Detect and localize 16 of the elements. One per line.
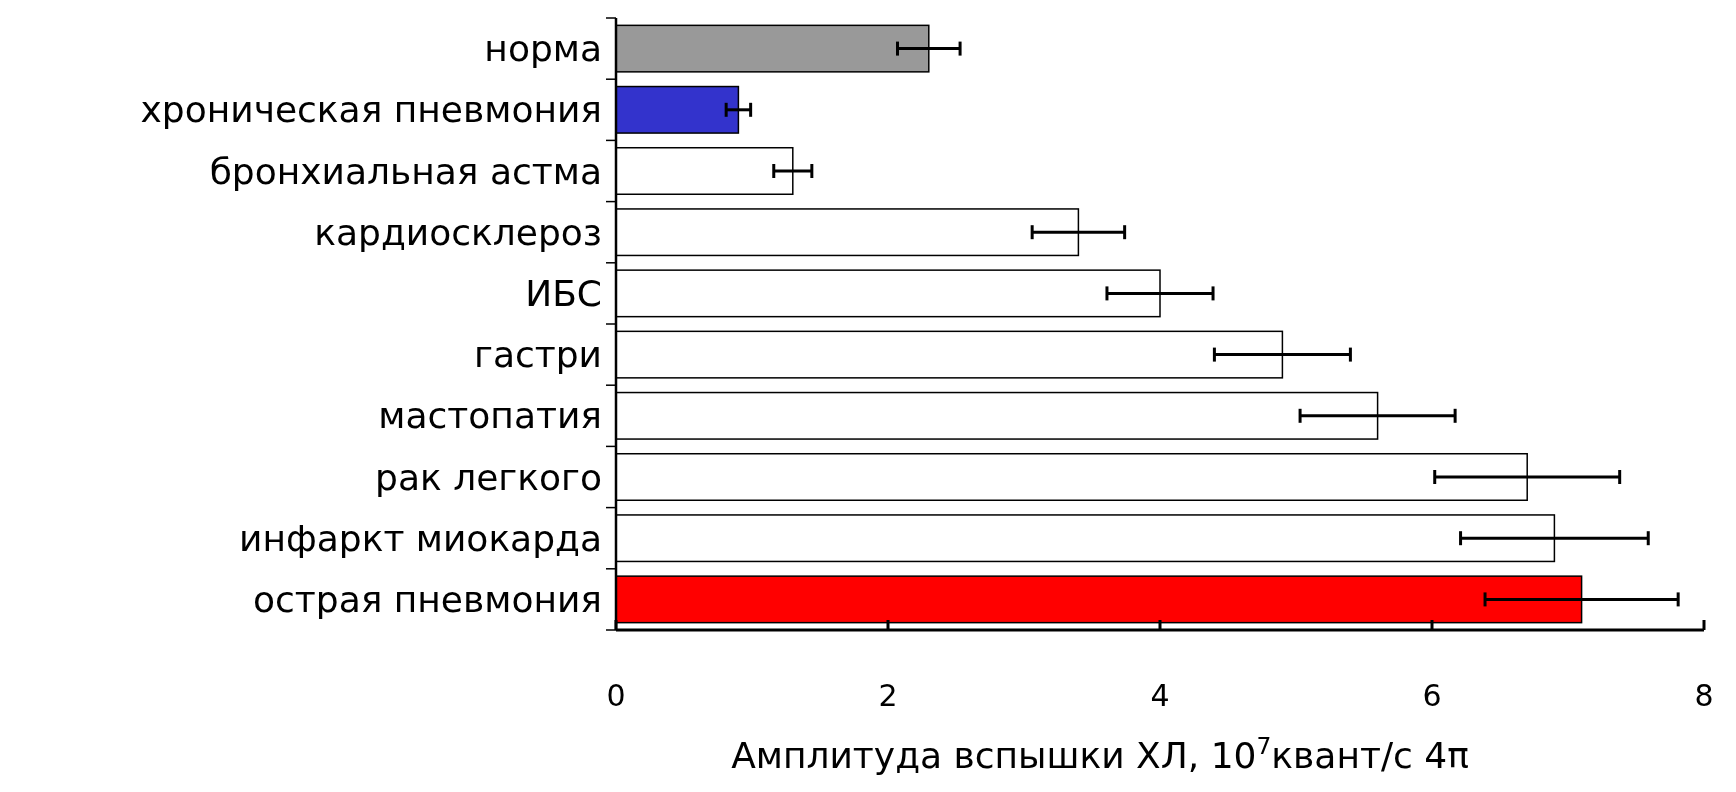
x-tick-label: 2 xyxy=(878,678,898,713)
x-tick-label: 0 xyxy=(606,678,626,713)
y-tick-label: бронхиальная астма xyxy=(209,150,602,192)
y-tick-label: ИБС xyxy=(525,273,602,314)
x-tick-label: 4 xyxy=(1150,678,1170,713)
x-tick-label: 8 xyxy=(1694,678,1714,713)
x-tick-label: 6 xyxy=(1422,678,1442,713)
y-tick-label: острая пневмония xyxy=(252,579,602,620)
y-tick-label: мастопатия xyxy=(378,395,602,437)
y-tick-label: гастри xyxy=(474,334,602,376)
y-tick-label: кардиосклероз xyxy=(314,211,602,253)
y-tick-label: рак легкого xyxy=(375,456,602,498)
y-tick-label: хроническая пневмония xyxy=(140,89,602,131)
y-tick-label: норма xyxy=(484,28,602,70)
y-tick-label: инфаркт миокарда xyxy=(239,517,602,559)
x-axis-title: Амплитуда вспышки ХЛ, 10$^{7}$квант/с 4π xyxy=(731,732,1469,776)
